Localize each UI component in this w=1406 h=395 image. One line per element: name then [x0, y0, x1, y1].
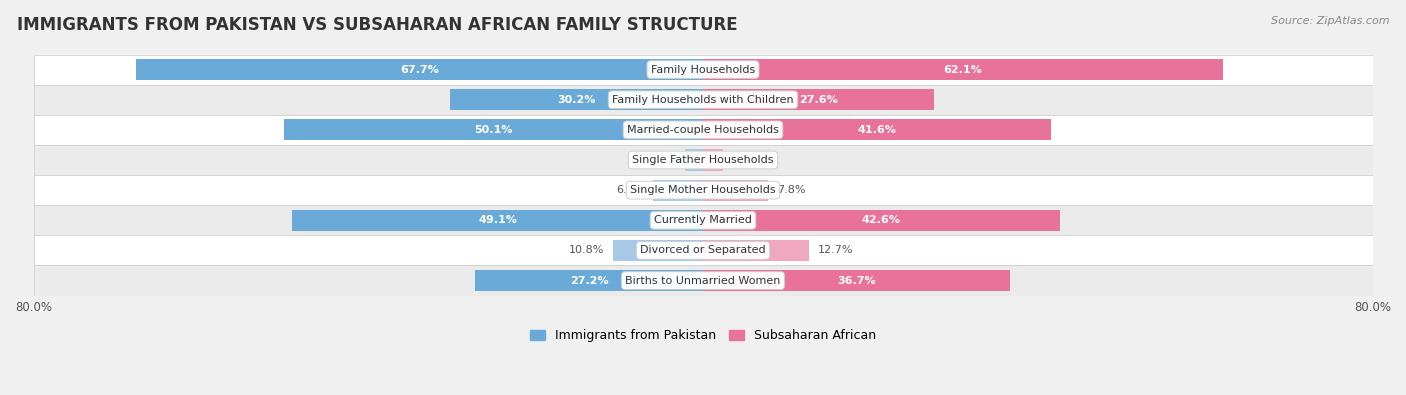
Bar	[34, 145, 1372, 175]
Legend: Immigrants from Pakistan, Subsaharan African: Immigrants from Pakistan, Subsaharan Afr…	[530, 329, 876, 342]
Bar	[703, 119, 1052, 140]
Text: Currently Married: Currently Married	[654, 215, 752, 225]
Text: 27.2%: 27.2%	[569, 276, 609, 286]
Bar	[34, 205, 1372, 235]
Text: 62.1%: 62.1%	[943, 64, 983, 75]
Text: 7.8%: 7.8%	[776, 185, 806, 195]
Bar	[703, 59, 1223, 80]
Text: 49.1%: 49.1%	[478, 215, 517, 225]
Text: 42.6%: 42.6%	[862, 215, 901, 225]
Bar	[34, 55, 1372, 85]
Text: 41.6%: 41.6%	[858, 125, 897, 135]
Text: Divorced or Separated: Divorced or Separated	[640, 245, 766, 256]
Bar	[292, 210, 703, 231]
Bar	[686, 149, 703, 171]
Text: 67.7%: 67.7%	[401, 64, 439, 75]
Text: Family Households with Children: Family Households with Children	[612, 95, 794, 105]
Text: 27.6%: 27.6%	[799, 95, 838, 105]
Text: 2.1%: 2.1%	[648, 155, 678, 165]
Bar	[652, 180, 703, 201]
Bar	[450, 89, 703, 110]
Bar	[703, 180, 768, 201]
Bar	[34, 175, 1372, 205]
Text: 2.4%: 2.4%	[731, 155, 761, 165]
Bar	[703, 210, 1060, 231]
Bar	[703, 240, 810, 261]
Text: Single Father Households: Single Father Households	[633, 155, 773, 165]
Text: 12.7%: 12.7%	[818, 245, 853, 256]
Text: Births to Unmarried Women: Births to Unmarried Women	[626, 276, 780, 286]
Bar	[703, 149, 723, 171]
Text: Married-couple Households: Married-couple Households	[627, 125, 779, 135]
Bar	[703, 89, 934, 110]
Bar	[34, 265, 1372, 295]
Bar	[34, 235, 1372, 265]
Text: 30.2%: 30.2%	[557, 95, 596, 105]
Bar	[613, 240, 703, 261]
Bar	[284, 119, 703, 140]
Text: Family Households: Family Households	[651, 64, 755, 75]
Text: 10.8%: 10.8%	[569, 245, 605, 256]
Bar	[34, 85, 1372, 115]
Bar	[475, 270, 703, 291]
Text: 50.1%: 50.1%	[474, 125, 513, 135]
Text: 36.7%: 36.7%	[837, 276, 876, 286]
Bar	[703, 270, 1010, 291]
Bar	[136, 59, 703, 80]
Text: 6.0%: 6.0%	[616, 185, 644, 195]
Text: IMMIGRANTS FROM PAKISTAN VS SUBSAHARAN AFRICAN FAMILY STRUCTURE: IMMIGRANTS FROM PAKISTAN VS SUBSAHARAN A…	[17, 16, 738, 34]
Bar	[34, 115, 1372, 145]
Text: Source: ZipAtlas.com: Source: ZipAtlas.com	[1271, 16, 1389, 26]
Text: Single Mother Households: Single Mother Households	[630, 185, 776, 195]
